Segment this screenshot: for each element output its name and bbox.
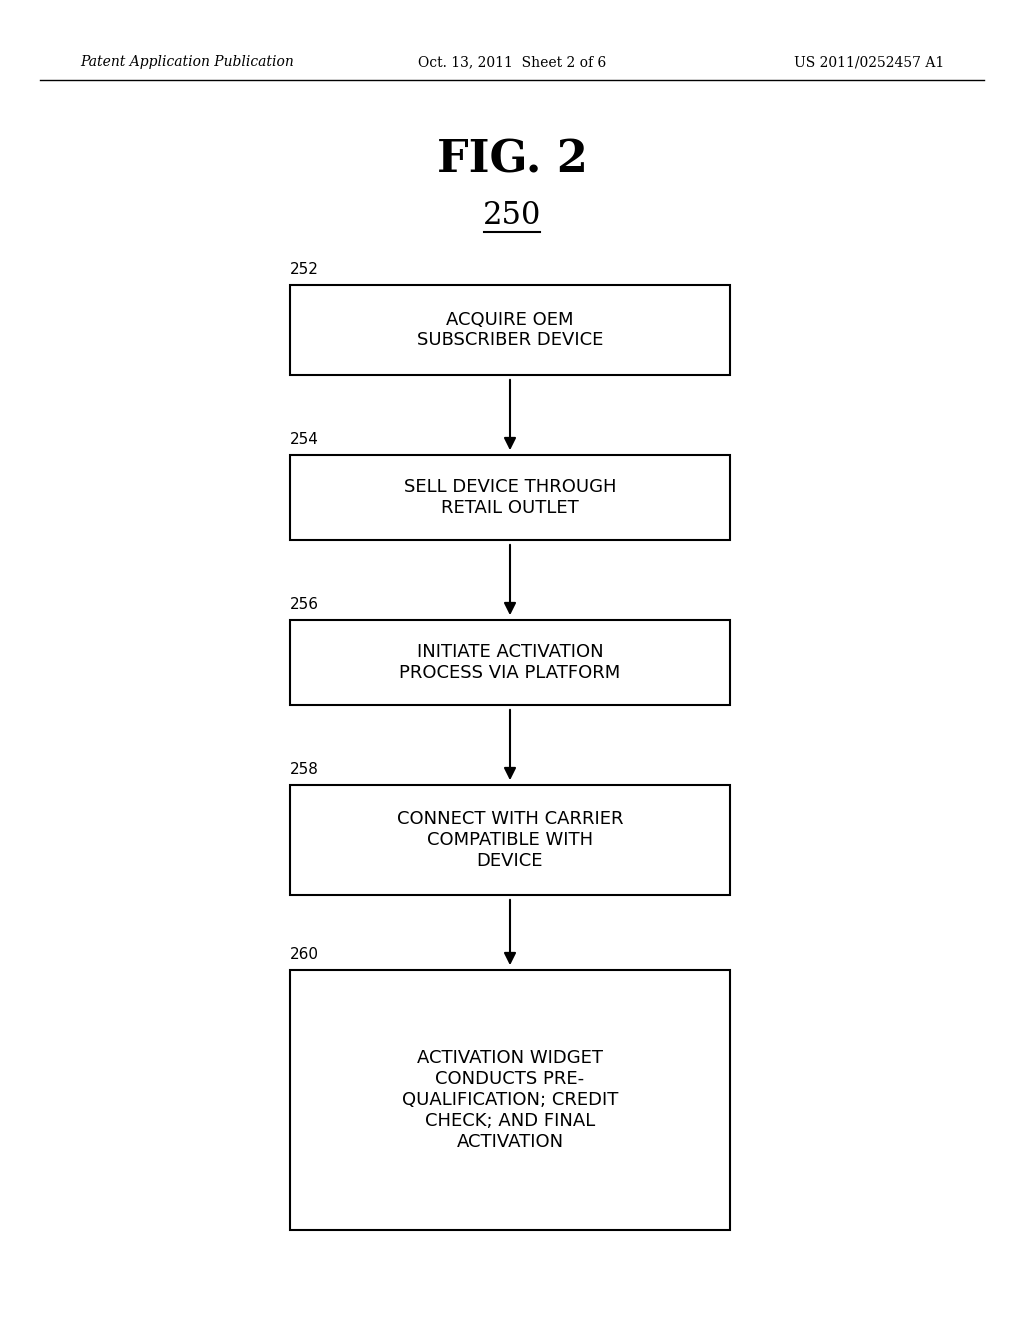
Bar [290,785,730,895]
Text: Patent Application Publication: Patent Application Publication [80,55,294,69]
Text: 260: 260 [290,946,319,962]
Text: 252: 252 [290,261,318,277]
Bar [290,620,730,705]
Text: FIG. 2: FIG. 2 [436,139,588,181]
Text: 258: 258 [290,762,318,777]
Text: ACQUIRE OEM
SUBSCRIBER DEVICE: ACQUIRE OEM SUBSCRIBER DEVICE [417,310,603,350]
Text: CONNECT WITH CARRIER
COMPATIBLE WITH
DEVICE: CONNECT WITH CARRIER COMPATIBLE WITH DEV… [396,810,624,870]
Text: 256: 256 [290,597,319,612]
Text: INITIATE ACTIVATION
PROCESS VIA PLATFORM: INITIATE ACTIVATION PROCESS VIA PLATFORM [399,643,621,682]
Text: Oct. 13, 2011  Sheet 2 of 6: Oct. 13, 2011 Sheet 2 of 6 [418,55,606,69]
Text: SELL DEVICE THROUGH
RETAIL OUTLET: SELL DEVICE THROUGH RETAIL OUTLET [403,478,616,517]
Text: 250: 250 [482,199,542,231]
Text: US 2011/0252457 A1: US 2011/0252457 A1 [794,55,944,69]
Text: ACTIVATION WIDGET
CONDUCTS PRE-
QUALIFICATION; CREDIT
CHECK; AND FINAL
ACTIVATIO: ACTIVATION WIDGET CONDUCTS PRE- QUALIFIC… [401,1049,618,1151]
Bar [290,970,730,1230]
Bar [290,455,730,540]
Text: 254: 254 [290,432,318,447]
Bar [290,285,730,375]
